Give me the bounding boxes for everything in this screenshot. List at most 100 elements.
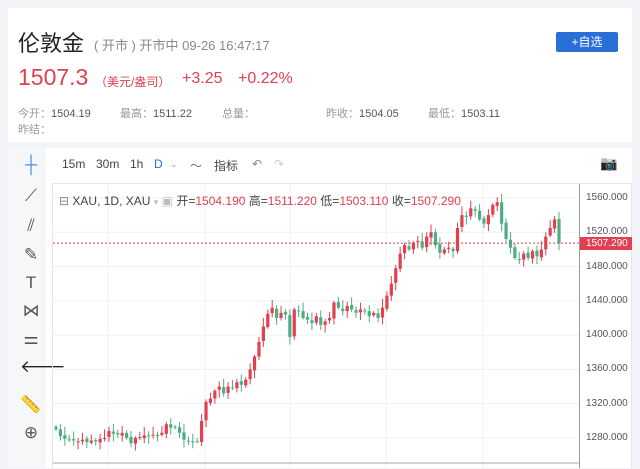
trend-line-icon[interactable]: ⟋ — [25, 186, 37, 205]
candle-body — [89, 440, 93, 443]
pattern-icon[interactable]: ⋈ — [22, 301, 40, 320]
collapse-icon[interactable]: ⊟ — [59, 194, 70, 208]
last-price: 1507.3 — [18, 64, 89, 90]
instrument-title: 伦敦金 — [18, 31, 85, 56]
candle-body — [261, 326, 265, 341]
zoom-in-icon[interactable]: ⊕ — [23, 423, 39, 442]
datetime: 09-26 16:47:17 — [182, 38, 270, 53]
candle-body — [380, 307, 385, 318]
candle-body — [517, 259, 521, 261]
candle-body — [367, 311, 371, 317]
candle-body — [464, 215, 468, 217]
candlestick-chart — [53, 184, 579, 469]
candle-body — [244, 379, 248, 386]
y-tick-label: 1560.000 — [586, 192, 628, 203]
candle-body — [129, 436, 133, 444]
chevron-down-icon[interactable]: ⌄ — [170, 159, 178, 169]
stat-high: 最高：1511.22 — [120, 108, 192, 120]
stat-open: 今开：1504.19 — [18, 108, 91, 120]
candle-body — [169, 424, 173, 428]
candle-body — [473, 209, 477, 211]
candle-body — [94, 440, 98, 442]
candle-body — [275, 308, 279, 318]
undo-icon[interactable]: ↶ — [252, 157, 263, 171]
y-tick-label: 1480.000 — [586, 260, 628, 272]
candle-body — [76, 441, 80, 443]
candle-body — [363, 310, 367, 312]
y-tick-label: 1440.000 — [586, 294, 628, 306]
candle-body — [314, 316, 318, 323]
candle-body — [279, 312, 283, 318]
interval-1h[interactable]: 1h — [130, 157, 144, 171]
settings-icon[interactable]: ▣ — [161, 194, 173, 208]
fib-tool-icon[interactable]: ⫽ — [27, 216, 35, 235]
open-value: 1504.190 — [195, 194, 246, 208]
add-watchlist-button[interactable]: +自选 — [556, 32, 618, 52]
candle-body — [323, 321, 327, 325]
interval-d[interactable]: D — [154, 157, 163, 171]
y-tick-label: 1280.000 — [586, 431, 628, 443]
candle-body — [257, 341, 261, 357]
interval-15m[interactable]: 15m — [62, 157, 86, 171]
candle-body — [252, 356, 257, 371]
candle-body — [239, 381, 243, 385]
chart-area[interactable]: ⊟ XAU, 1D, XAU ▾ ▣ 开=1504.190 高=1511.220… — [52, 183, 632, 469]
candle-body — [354, 309, 358, 313]
candle-body — [142, 435, 146, 439]
candle-body — [500, 202, 504, 224]
candle-body — [173, 426, 177, 428]
candle-body — [58, 429, 63, 437]
candle-body — [376, 313, 380, 318]
open-label: 开= — [176, 194, 196, 208]
indicator-wave-icon[interactable]: 〜 — [190, 159, 203, 173]
legend-symbol: XAU, 1D, XAU — [72, 194, 151, 208]
candle-body — [372, 312, 376, 316]
candle-body — [411, 242, 415, 250]
candle-body — [319, 317, 323, 325]
candle-body — [451, 248, 455, 252]
text-tool-icon[interactable]: T — [25, 273, 37, 292]
candle-body — [438, 244, 442, 253]
candle-body — [155, 435, 160, 437]
candle-body — [217, 386, 221, 390]
ruler-icon[interactable]: 📏 — [20, 395, 42, 414]
drawing-toolbar: ┼ ⟋ ⫽ ✎ T ⋈ ⚌ 🡐 📏 ⊕ — [8, 148, 66, 468]
legend-dropdown-icon[interactable]: ▾ — [153, 197, 159, 207]
measure-lines-icon[interactable]: ⚌ — [23, 329, 39, 348]
candle-body — [213, 390, 217, 399]
close-value: 1507.290 — [410, 194, 461, 208]
market-status: ( 开市 ) 开市中 09-26 16:47:17 — [94, 35, 270, 54]
candle-body — [310, 320, 314, 324]
candle-body — [552, 219, 557, 229]
redo-icon[interactable]: ↷ — [274, 157, 285, 171]
indicators-button[interactable]: 指标 — [214, 159, 239, 173]
candle-body — [226, 386, 230, 393]
high-value: 1511.220 — [267, 194, 317, 208]
low-label: 低= — [320, 194, 340, 208]
candle-body — [486, 215, 491, 225]
interval-30m[interactable]: 30m — [96, 157, 120, 171]
candle-body — [508, 239, 513, 248]
back-arrow-icon[interactable]: 🡐 — [20, 357, 66, 376]
candle-body — [54, 426, 58, 430]
close-label: 收= — [391, 194, 411, 208]
low-value: 1503.110 — [339, 194, 389, 208]
candle-body — [539, 249, 543, 258]
candle-body — [111, 431, 115, 434]
candle-body — [292, 309, 296, 337]
brush-icon[interactable]: ✎ — [23, 245, 39, 264]
status-text: 开市中 — [139, 38, 179, 53]
price-axis[interactable]: 1560.000 1520.000 1480.000 1440.000 1400.000… — [579, 184, 632, 468]
camera-icon[interactable]: 📷 — [600, 155, 618, 171]
candle-body — [469, 208, 473, 217]
candle-body — [535, 250, 539, 257]
price-change-pct: +0.22% — [238, 70, 293, 87]
candle-body — [385, 295, 389, 309]
candle-body — [398, 253, 402, 269]
candle-body — [63, 435, 67, 439]
candle-body — [116, 433, 120, 435]
candle-body — [345, 305, 349, 312]
crosshair-icon[interactable]: ┼ — [24, 155, 38, 174]
candle-body — [429, 232, 433, 238]
candle-body — [389, 283, 393, 296]
